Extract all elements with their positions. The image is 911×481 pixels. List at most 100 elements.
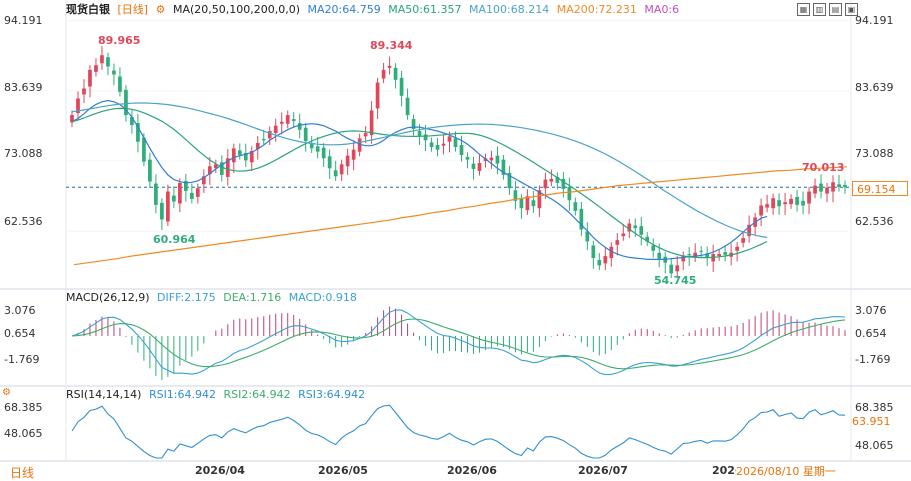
- candle-body: [297, 123, 302, 130]
- candle: [693, 243, 698, 263]
- ma-params[interactable]: MA(20,50,100,200,0,0): [172, 3, 301, 16]
- candle: [501, 154, 506, 180]
- ma200-line: [73, 166, 848, 266]
- candle-body: [213, 164, 218, 169]
- expand-icon[interactable]: ▣: [845, 3, 858, 16]
- candle: [825, 182, 829, 203]
- candle: [148, 152, 152, 189]
- price-tick-left-2: 83.639: [4, 81, 43, 94]
- candle-body: [789, 198, 793, 205]
- candle-body: [765, 204, 769, 208]
- candle: [160, 198, 164, 231]
- candle: [699, 246, 704, 259]
- candle: [621, 224, 626, 241]
- macd-tick-left-2: 0.654: [4, 327, 36, 340]
- candle-body: [465, 156, 470, 160]
- candle: [339, 159, 344, 181]
- candle-body: [82, 88, 86, 95]
- candle-body: [699, 250, 704, 252]
- candle-body: [130, 117, 134, 126]
- rsi-tick-left-1: 68.385: [4, 401, 43, 414]
- candle-body: [723, 252, 728, 255]
- candle: [489, 150, 494, 169]
- settings-icon[interactable]: ⚙: [155, 3, 166, 16]
- candle-body: [621, 233, 626, 237]
- candle-body: [249, 150, 254, 163]
- rsi-params[interactable]: RSI(14,14,14): [66, 388, 142, 401]
- candle: [615, 233, 620, 256]
- compare-icon[interactable]: ▤: [829, 3, 842, 16]
- layout-icon[interactable]: ▥: [813, 3, 826, 16]
- candle: [645, 232, 650, 247]
- macd-header: MACD(26,12,9) DIFF:2.175 DEA:1.716 MACD:…: [66, 291, 361, 305]
- candle-body: [471, 163, 476, 169]
- macd-tick-left-3: -1.769: [4, 353, 40, 366]
- candle-body: [106, 57, 110, 67]
- candle: [225, 149, 230, 186]
- candle: [759, 198, 763, 227]
- candle-body: [279, 121, 284, 124]
- macd-value: MACD:0.918: [288, 291, 357, 304]
- candle-body: [513, 190, 518, 201]
- candle-body: [681, 256, 686, 262]
- candle-body: [351, 149, 356, 160]
- candle-body: [495, 155, 500, 164]
- candle: [154, 174, 158, 214]
- candle: [477, 153, 482, 176]
- candle: [651, 238, 656, 258]
- period-bottom-tab[interactable]: 日线: [10, 466, 35, 480]
- candle: [717, 249, 722, 261]
- candle: [249, 146, 254, 171]
- candle: [735, 242, 739, 262]
- candle-body: [627, 223, 632, 232]
- candle-body: [291, 119, 296, 122]
- candle-body: [783, 202, 787, 205]
- candle: [705, 246, 710, 267]
- price-tick-left-3: 73.088: [4, 147, 43, 160]
- candle: [627, 218, 632, 239]
- candle: [771, 193, 775, 215]
- grid-icon[interactable]: ▦: [797, 3, 810, 16]
- candle-body: [375, 82, 380, 109]
- x-tick-may: 2026/05: [318, 464, 368, 477]
- candle: [106, 52, 110, 76]
- candle: [567, 177, 572, 211]
- price-tick-right-1: 94.191: [855, 14, 894, 27]
- candle-body: [100, 55, 104, 64]
- candle: [94, 58, 98, 77]
- candle-body: [237, 150, 242, 155]
- macd-diff: DIFF:2.175: [157, 291, 216, 304]
- candle: [603, 246, 608, 271]
- rsi-settings-icon[interactable]: ⚙: [2, 387, 11, 398]
- candle-body: [609, 246, 614, 259]
- annotation-high-2: 89.344: [370, 39, 413, 52]
- candle: [405, 88, 410, 120]
- candle: [399, 70, 404, 107]
- current-rsi-label: 63.951: [852, 415, 891, 428]
- candle: [429, 137, 434, 152]
- candle-body: [381, 69, 386, 79]
- rsi-line: [71, 404, 846, 459]
- candle-body: [819, 183, 823, 192]
- candle: [831, 175, 835, 203]
- candle: [178, 178, 182, 213]
- candle-body: [741, 238, 745, 243]
- candle: [801, 191, 805, 215]
- candle-body: [633, 225, 638, 229]
- candle-body: [387, 65, 392, 68]
- toolbar: ▦ ▥ ▤ ▣: [797, 3, 858, 16]
- macd-params[interactable]: MACD(26,12,9): [66, 291, 150, 304]
- ma50-line: [71, 107, 768, 259]
- candle-body: [94, 65, 98, 72]
- candle-body: [309, 143, 314, 149]
- candle: [136, 113, 140, 153]
- candle: [465, 152, 470, 169]
- candle-body: [327, 156, 332, 169]
- candle-body: [603, 256, 608, 264]
- candle-body: [531, 200, 536, 207]
- x-tick-aug: 2026: [712, 464, 743, 477]
- ma50-value: MA50:61.357: [388, 3, 462, 16]
- period-tab[interactable]: [日线]: [117, 3, 149, 16]
- candle-body: [567, 186, 572, 201]
- candle-body: [189, 192, 194, 199]
